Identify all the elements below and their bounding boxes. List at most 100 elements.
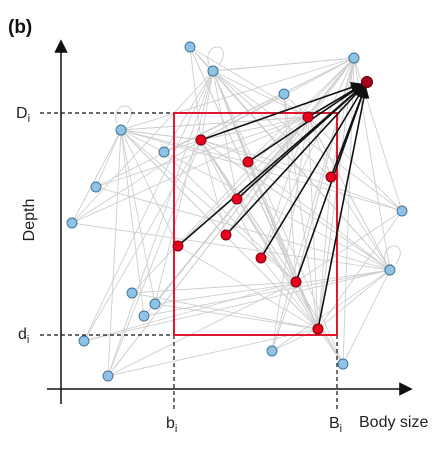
background-link xyxy=(198,70,214,141)
species-node xyxy=(90,181,102,193)
background-link xyxy=(330,176,391,271)
prey-node xyxy=(172,240,184,252)
background-link xyxy=(200,139,391,271)
background-link xyxy=(177,245,319,330)
background-link xyxy=(83,139,202,342)
background-link xyxy=(212,70,403,212)
prey-nodes xyxy=(172,111,337,335)
background-link xyxy=(143,57,355,317)
background-link xyxy=(71,70,214,224)
background-link xyxy=(95,129,122,188)
background-link xyxy=(177,116,309,247)
species-node xyxy=(384,264,396,276)
predator-node xyxy=(361,76,373,88)
background-link xyxy=(307,116,391,271)
species-node xyxy=(149,298,161,310)
prey-node xyxy=(195,134,207,146)
background-link xyxy=(154,303,319,332)
predator-link xyxy=(200,82,363,141)
background-link xyxy=(154,267,391,305)
species-node xyxy=(66,217,78,229)
background-link xyxy=(330,57,357,178)
background-links xyxy=(71,46,403,377)
background-link xyxy=(120,128,403,212)
predator-link xyxy=(247,84,363,163)
background-link xyxy=(120,56,355,131)
prey-node xyxy=(255,252,267,264)
species-node xyxy=(158,146,170,158)
background-link xyxy=(163,70,214,153)
background-link xyxy=(120,129,179,247)
background-link xyxy=(107,70,215,377)
background-link xyxy=(107,139,202,377)
background-link xyxy=(120,127,202,141)
background-link xyxy=(212,70,332,178)
species-node xyxy=(207,65,219,77)
background-link xyxy=(163,151,297,283)
background-link xyxy=(260,257,319,330)
background-link xyxy=(131,57,355,294)
y-axis-label: Depth xyxy=(21,199,38,242)
background-link xyxy=(317,269,391,330)
background-link xyxy=(107,129,124,377)
background-link xyxy=(143,267,391,317)
background-link xyxy=(225,57,355,236)
prey-node xyxy=(290,276,302,288)
y-tick-lower: di xyxy=(18,326,29,346)
background-link xyxy=(131,292,319,332)
predator-link xyxy=(225,85,364,236)
background-link xyxy=(118,129,145,317)
background-link xyxy=(200,138,403,212)
species-node xyxy=(278,88,290,100)
species-node xyxy=(78,335,90,347)
predator-link xyxy=(260,86,365,259)
background-link xyxy=(83,280,297,342)
predator-link xyxy=(295,86,367,283)
background-link xyxy=(305,116,319,330)
background-link xyxy=(189,46,309,118)
background-link xyxy=(71,139,202,224)
self-loop xyxy=(207,46,224,66)
prey-node xyxy=(325,171,337,183)
prey-node xyxy=(302,111,314,123)
background-link xyxy=(271,116,311,352)
x-tick-upper: Bi xyxy=(329,415,342,435)
species-node xyxy=(348,52,360,64)
background-link xyxy=(71,116,309,224)
prey-node xyxy=(312,323,324,335)
x-tick-lower: bi xyxy=(166,415,177,435)
predator-link xyxy=(317,86,370,330)
species-nodes xyxy=(66,41,408,382)
background-link xyxy=(342,269,391,365)
background-link xyxy=(210,70,238,200)
species-node xyxy=(115,124,127,136)
background-link xyxy=(120,129,297,283)
species-node xyxy=(266,345,278,357)
background-link xyxy=(307,116,403,212)
background-link xyxy=(120,129,319,330)
background-link xyxy=(118,129,156,305)
y-tick-upper: Di xyxy=(16,105,30,125)
background-link xyxy=(83,70,214,342)
background-link xyxy=(83,268,391,342)
guide-lines xyxy=(40,112,338,410)
background-link xyxy=(212,70,309,118)
panel-label: (b) xyxy=(8,17,32,38)
background-link xyxy=(247,57,355,163)
background-link xyxy=(315,176,332,330)
background-link xyxy=(200,139,238,200)
background-link xyxy=(131,279,297,294)
background-link xyxy=(71,129,122,224)
background-link xyxy=(295,210,403,283)
background-link xyxy=(236,198,319,330)
predator-links xyxy=(177,82,370,330)
x-axis-label: Body size xyxy=(359,414,428,431)
background-link xyxy=(212,57,355,74)
self-loop xyxy=(115,105,132,125)
background-link xyxy=(295,281,319,330)
background-link xyxy=(200,57,355,141)
prey-node xyxy=(231,193,243,205)
background-link xyxy=(342,57,357,365)
species-node xyxy=(138,310,150,322)
